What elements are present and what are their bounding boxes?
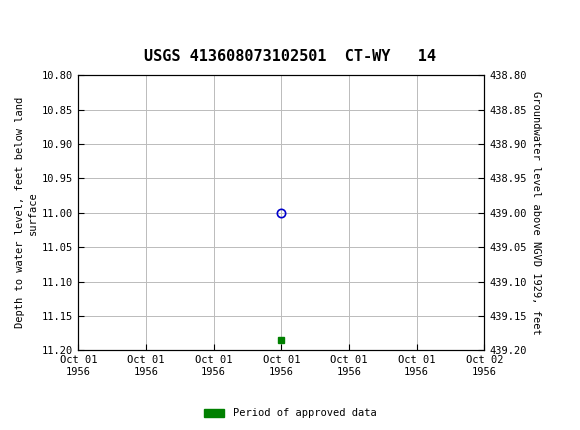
Legend: Period of approved data: Period of approved data [200, 404, 380, 423]
Y-axis label: Depth to water level, feet below land
surface: Depth to water level, feet below land su… [15, 97, 38, 329]
Text: USGS 413608073102501  CT-WY   14: USGS 413608073102501 CT-WY 14 [144, 49, 436, 64]
Text: ≋USGS: ≋USGS [9, 14, 79, 31]
Y-axis label: Groundwater level above NGVD 1929, feet: Groundwater level above NGVD 1929, feet [531, 91, 541, 335]
